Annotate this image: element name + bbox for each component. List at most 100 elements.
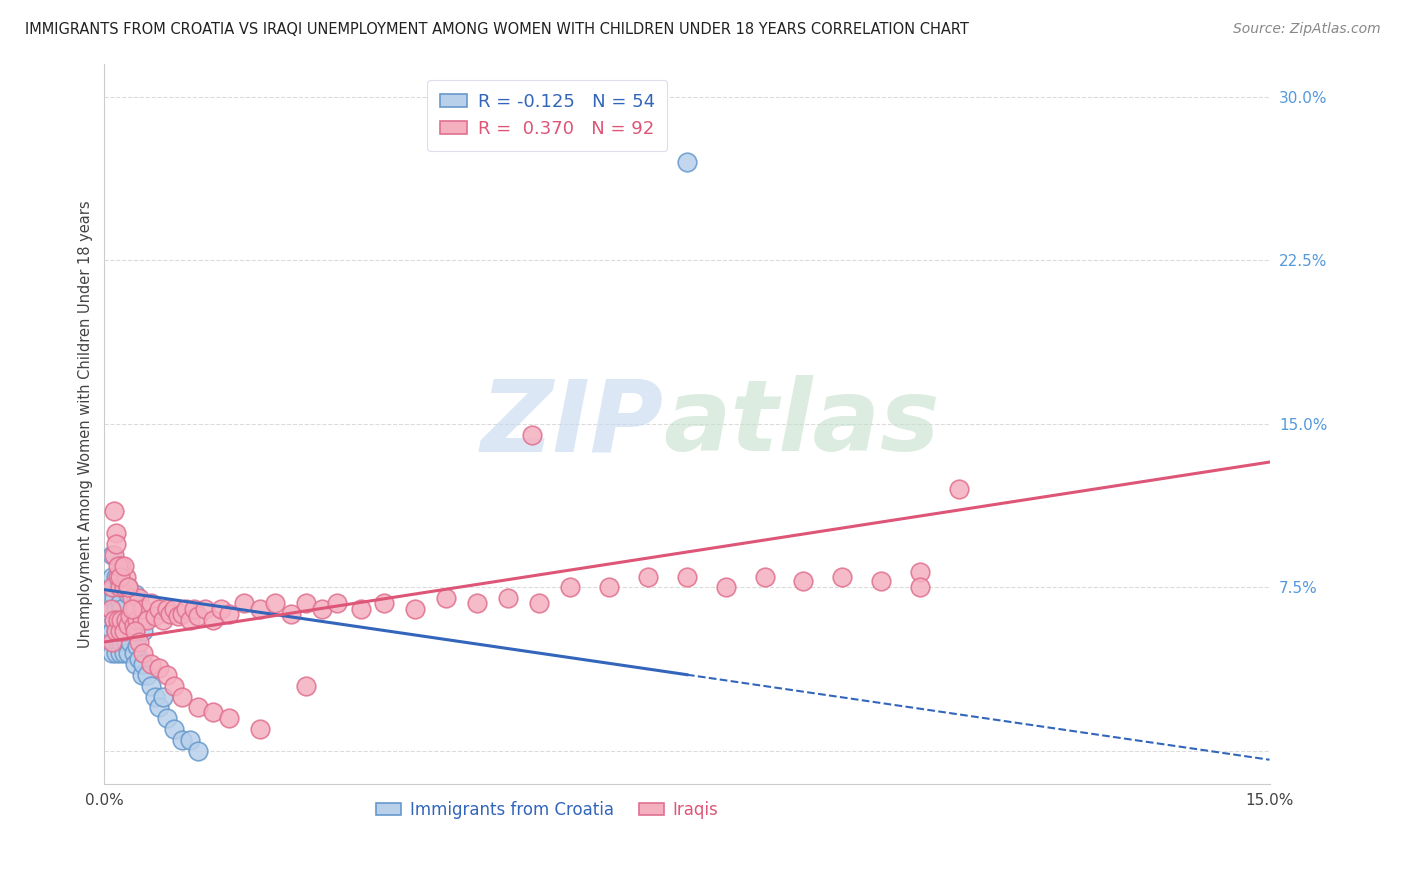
Point	[136, 613, 159, 627]
Point	[122, 646, 145, 660]
Point	[117, 617, 139, 632]
Point	[520, 427, 543, 442]
Point	[170, 607, 193, 621]
Point	[124, 624, 146, 638]
Point	[326, 596, 349, 610]
Point	[139, 657, 162, 671]
Point	[121, 608, 143, 623]
Point	[155, 602, 177, 616]
Point	[143, 690, 166, 704]
Point	[560, 581, 582, 595]
Point	[118, 608, 141, 623]
Point	[194, 602, 217, 616]
Point	[202, 613, 225, 627]
Point	[101, 602, 124, 616]
Point	[139, 679, 162, 693]
Point	[112, 624, 135, 638]
Point	[101, 548, 124, 562]
Point	[280, 607, 302, 621]
Point	[908, 565, 931, 579]
Point	[187, 744, 209, 758]
Point	[170, 733, 193, 747]
Legend: Immigrants from Croatia, Iraqis: Immigrants from Croatia, Iraqis	[370, 795, 724, 826]
Point	[152, 690, 174, 704]
Point	[107, 635, 129, 649]
Point	[118, 635, 141, 649]
Point	[124, 602, 146, 616]
Point	[754, 569, 776, 583]
Point	[105, 525, 128, 540]
Point	[148, 661, 170, 675]
Point	[132, 646, 155, 660]
Point	[128, 635, 150, 649]
Point	[311, 602, 333, 616]
Point	[163, 723, 186, 737]
Point	[100, 602, 122, 616]
Point	[112, 581, 135, 595]
Point	[870, 574, 893, 588]
Point	[155, 711, 177, 725]
Point	[139, 596, 162, 610]
Point	[529, 596, 551, 610]
Point	[174, 602, 197, 616]
Point	[831, 569, 853, 583]
Point	[112, 581, 135, 595]
Point	[105, 537, 128, 551]
Point	[183, 602, 205, 616]
Point	[122, 617, 145, 632]
Point	[218, 711, 240, 725]
Point	[187, 700, 209, 714]
Point	[132, 602, 155, 616]
Point	[108, 596, 131, 610]
Point	[598, 581, 620, 595]
Point	[103, 635, 125, 649]
Point	[110, 558, 132, 573]
Point	[117, 617, 139, 632]
Point	[105, 569, 128, 583]
Point	[218, 607, 240, 621]
Point	[792, 574, 814, 588]
Point	[714, 581, 737, 595]
Text: atlas: atlas	[664, 376, 941, 473]
Point	[117, 581, 139, 595]
Point	[101, 591, 124, 606]
Point	[124, 657, 146, 671]
Point	[108, 646, 131, 660]
Point	[676, 155, 699, 169]
Point	[233, 596, 256, 610]
Point	[209, 602, 232, 616]
Point	[295, 679, 318, 693]
Point	[128, 652, 150, 666]
Point	[112, 558, 135, 573]
Point	[155, 667, 177, 681]
Point	[117, 646, 139, 660]
Point	[101, 624, 124, 638]
Point	[115, 613, 138, 627]
Text: IMMIGRANTS FROM CROATIA VS IRAQI UNEMPLOYMENT AMONG WOMEN WITH CHILDREN UNDER 18: IMMIGRANTS FROM CROATIA VS IRAQI UNEMPLO…	[25, 22, 969, 37]
Point	[143, 608, 166, 623]
Point	[105, 646, 128, 660]
Point	[107, 581, 129, 595]
Point	[121, 602, 143, 616]
Point	[117, 587, 139, 601]
Point	[908, 581, 931, 595]
Point	[103, 548, 125, 562]
Point	[107, 613, 129, 627]
Point	[249, 602, 271, 616]
Point	[108, 624, 131, 638]
Point	[264, 596, 287, 610]
Point	[112, 617, 135, 632]
Point	[148, 602, 170, 616]
Point	[101, 581, 124, 595]
Point	[100, 591, 122, 606]
Point	[101, 569, 124, 583]
Point	[105, 624, 128, 638]
Point	[167, 608, 190, 623]
Point	[295, 596, 318, 610]
Point	[100, 613, 122, 627]
Point	[117, 581, 139, 595]
Point	[163, 679, 186, 693]
Point	[108, 581, 131, 595]
Point	[187, 608, 209, 623]
Point	[107, 613, 129, 627]
